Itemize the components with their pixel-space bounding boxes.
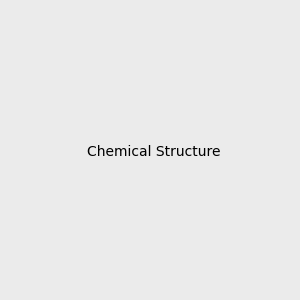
- Text: Chemical Structure: Chemical Structure: [87, 145, 220, 158]
